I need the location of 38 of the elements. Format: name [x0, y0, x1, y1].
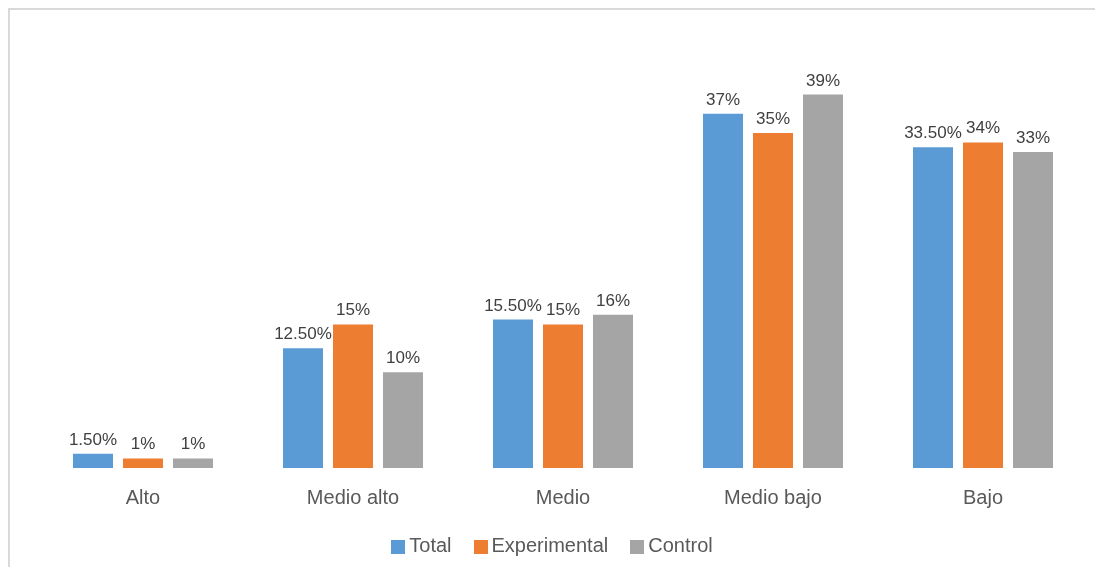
bar: [963, 142, 1003, 468]
data-label: 34%: [965, 118, 1001, 138]
data-label: 33.50%: [904, 123, 962, 143]
bar: [803, 94, 843, 468]
legend-label: Control: [648, 534, 713, 556]
bar: [173, 458, 213, 468]
bar: [383, 372, 423, 468]
bar: [493, 319, 533, 468]
bar: [283, 348, 323, 468]
data-label: 16%: [595, 290, 631, 310]
bar: [543, 324, 583, 468]
data-label: 1.50%: [68, 429, 118, 449]
x-tick-label: Alto: [125, 486, 161, 509]
x-tick-label: Medio: [535, 486, 591, 509]
data-label: 15.50%: [484, 295, 542, 315]
data-label: 10%: [385, 348, 421, 368]
data-label: 15%: [335, 300, 371, 320]
x-tick-label: Bajo: [962, 486, 1004, 509]
legend-label: Experimental: [491, 534, 609, 556]
x-tick-label: Medio bajo: [724, 486, 822, 509]
data-label: 35%: [755, 108, 791, 128]
data-label: 39%: [805, 70, 841, 90]
data-label: 1%: [180, 434, 206, 454]
bar: [123, 458, 163, 468]
data-label: 15%: [545, 300, 581, 320]
bar: [753, 132, 793, 468]
data-label: 33%: [1015, 128, 1051, 148]
data-label: 37%: [705, 89, 741, 109]
bar: [73, 453, 113, 468]
data-label: 1%: [130, 434, 156, 454]
bar: [913, 147, 953, 468]
bar: [593, 314, 633, 468]
legend-label: Total: [409, 534, 452, 556]
bar: [703, 113, 743, 468]
data-label: 12.50%: [274, 324, 332, 344]
bar: [1013, 152, 1053, 468]
x-tick-label: Medio alto: [306, 486, 400, 509]
bar: [333, 324, 373, 468]
